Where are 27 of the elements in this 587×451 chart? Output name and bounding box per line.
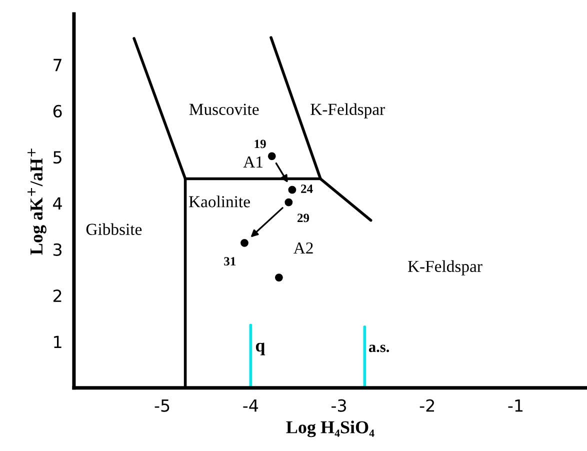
annotation: A2: [294, 242, 313, 254]
annotation: 31: [224, 257, 236, 266]
y-tick-label: 1: [54, 336, 62, 348]
x-tick-label: -3: [332, 399, 346, 412]
x-tick-label: -1: [508, 399, 522, 412]
annotation: K-Feldspar: [408, 260, 482, 276]
series-label: a.s.: [368, 344, 390, 352]
x-tick-label: -2: [420, 399, 434, 412]
annotation: Kaolinite: [188, 196, 250, 208]
series-label: q: [256, 342, 266, 356]
y-tick-label: 2: [53, 290, 62, 302]
y-tick-label: 3: [54, 243, 62, 256]
annotation: K-Feldspar: [310, 103, 385, 118]
annotation: A1: [243, 156, 262, 168]
x-tick-label: -5: [154, 399, 170, 412]
x-tick-label: -4: [243, 399, 258, 412]
annotation: 24: [301, 184, 313, 193]
y-tick-label: 5: [54, 151, 62, 164]
y-tick-label: 7: [54, 58, 62, 72]
annotation: 29: [298, 214, 310, 222]
x-axis-title: Log H₄SiO₄: [286, 420, 374, 438]
y-axis-title: Log aK$^{+}$/aH$^{+}$: [28, 148, 46, 255]
annotation: 19: [254, 140, 266, 148]
annotation: Gibbsite: [86, 223, 142, 236]
y-tick-label: 6: [53, 104, 62, 118]
annotation: Muscovite: [189, 104, 259, 115]
y-tick-label: 4: [53, 197, 62, 210]
